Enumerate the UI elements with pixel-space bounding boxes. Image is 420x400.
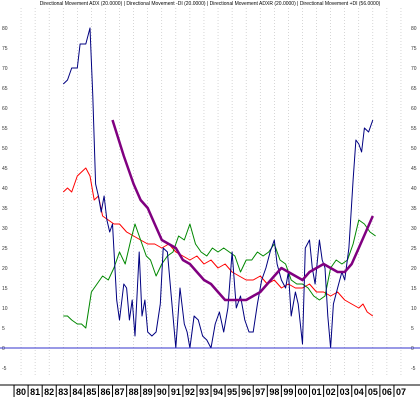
series-layer [62, 27, 376, 349]
y-tick-left: 0 [2, 346, 5, 352]
x-tick-label-05: 05 [368, 387, 378, 397]
x-tick-label-03: 03 [340, 387, 350, 397]
y-axis-left: -5 0 5 10 15 20 25 30 35 40 45 50 55 60 65 70 75 80 [2, 26, 8, 372]
y-tick-right: 25 [411, 246, 417, 252]
y-tick-right: 40 [411, 186, 417, 192]
x-tick-label-83: 83 [58, 387, 68, 397]
y-tick-right: -5 [411, 366, 416, 372]
y-tick-left: 55 [2, 126, 8, 132]
y-tick-right: 0 [411, 346, 414, 352]
y-tick-right: 5 [411, 326, 414, 332]
x-tick-label-00: 00 [297, 387, 307, 397]
x-tick-label-88: 88 [129, 387, 139, 397]
series-line-2 [63, 219, 376, 329]
x-tick-label-01: 01 [312, 387, 322, 397]
y-tick-right: 20 [411, 266, 417, 272]
x-tick-label-04: 04 [354, 387, 364, 397]
x-tick-label-94: 94 [213, 387, 223, 397]
x-tick-label-07: 07 [396, 387, 406, 397]
y-tick-left: 80 [2, 26, 8, 32]
x-tick-label-96: 96 [241, 387, 251, 397]
y-tick-right: 60 [411, 106, 417, 112]
y-tick-right: 70 [411, 66, 417, 72]
x-tick-label-93: 93 [199, 387, 209, 397]
y-tick-left: -5 [2, 366, 7, 372]
y-tick-right: 55 [411, 126, 417, 132]
y-tick-right: 75 [411, 46, 417, 52]
x-tick-label-95: 95 [227, 387, 237, 397]
y-tick-left: 50 [2, 146, 8, 152]
y-tick-left: 70 [2, 66, 8, 72]
x-tick-label-82: 82 [44, 387, 54, 397]
y-tick-right: 15 [411, 286, 417, 292]
x-tick-label-06: 06 [382, 387, 392, 397]
chart-title: Directional Movement ADX (20.0000) | Dir… [40, 1, 381, 7]
y-tick-left: 10 [2, 306, 8, 312]
y-tick-left: 35 [2, 206, 8, 212]
y-tick-left: 25 [2, 246, 8, 252]
y-tick-right: 10 [411, 306, 417, 312]
y-tick-right: 45 [411, 166, 417, 172]
y-tick-right: 65 [411, 86, 417, 92]
y-tick-right: 30 [411, 226, 417, 232]
x-tick-label-85: 85 [86, 387, 96, 397]
y-tick-right: 35 [411, 206, 417, 212]
x-axis: 80 81 82 83 84 85 86 87 88 89 90 91 92 93 94 95 96 97 98 99… [0, 384, 420, 397]
y-tick-left: 15 [2, 286, 8, 292]
y-tick-left: 65 [2, 86, 8, 92]
series-line-4 [111, 119, 374, 302]
y-axis-right: -5 0 5 10 15 20 25 30 35 40 45 50 55 60 65 70 75 80 [411, 26, 417, 372]
y-tick-left: 45 [2, 166, 8, 172]
y-tick-right: 50 [411, 146, 417, 152]
y-tick-left: 60 [2, 106, 8, 112]
x-tick-label-02: 02 [326, 387, 336, 397]
y-tick-left: 20 [2, 266, 8, 272]
x-tick-label-99: 99 [283, 387, 293, 397]
x-tick-label-92: 92 [185, 387, 195, 397]
x-tick-label-86: 86 [100, 387, 110, 397]
y-tick-left: 75 [2, 46, 8, 52]
x-tick-label-84: 84 [72, 387, 82, 397]
x-tick-label-81: 81 [30, 387, 40, 397]
x-tick-label-90: 90 [157, 387, 167, 397]
x-tick-label-97: 97 [255, 387, 265, 397]
y-tick-right: 80 [411, 26, 417, 32]
series-line-3 [62, 27, 374, 349]
x-tick-label-80: 80 [16, 387, 26, 397]
x-tick-label-98: 98 [269, 387, 279, 397]
x-tick-label-89: 89 [143, 387, 153, 397]
y-tick-left: 5 [2, 326, 5, 332]
y-tick-left: 30 [2, 226, 8, 232]
y-tick-left: 40 [2, 186, 8, 192]
x-tick-label-87: 87 [115, 387, 125, 397]
x-tick-label-91: 91 [171, 387, 181, 397]
